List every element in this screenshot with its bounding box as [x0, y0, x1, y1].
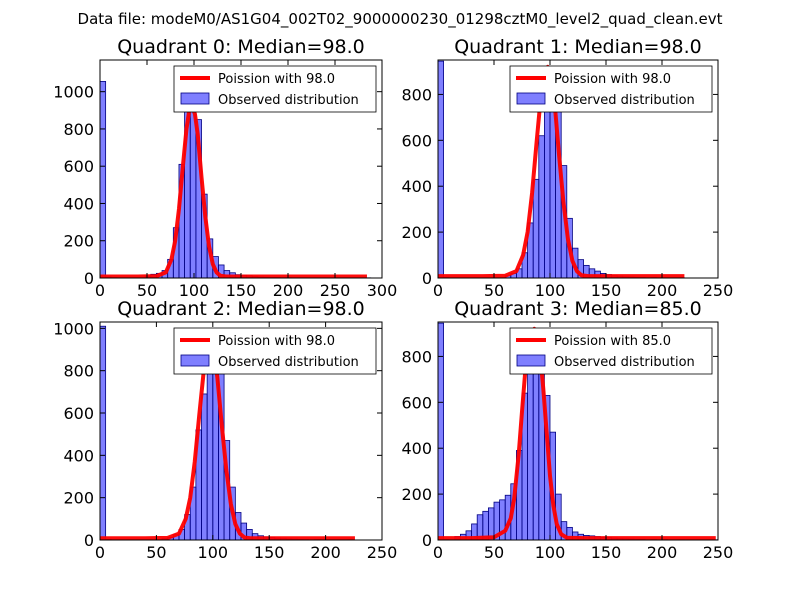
axes-frame [437, 321, 719, 541]
x-tick-label: 50 [484, 543, 504, 562]
histogram-bar [100, 81, 107, 278]
y-tick-label: 400 [63, 194, 94, 213]
histogram-bar [527, 358, 534, 540]
y-tick-label: 200 [401, 485, 432, 504]
legend: Poission with 98.0 Observed distribution [509, 65, 713, 113]
x-tick-label: 200 [273, 281, 304, 300]
y-tick-label: 800 [63, 120, 94, 139]
axes-frame [99, 321, 383, 541]
legend-label-observed: Observed distribution [218, 355, 359, 370]
legend-label-poisson: Poission with 98.0 [554, 72, 671, 87]
legend-bar-swatch [180, 354, 210, 367]
x-tick-label: 100 [179, 281, 210, 300]
subplot-quadrant-3: 0 50 100 150 200 250 0 200 400 600 800 Quadrant 3: … [401, 298, 733, 562]
subplot-quadrant-1: 0 50 100 150 200 250 0 200 400 600 800 Quadrant 1: … [401, 36, 733, 300]
legend-bar-swatch [180, 92, 210, 105]
histogram-bar [438, 322, 444, 540]
axes-frame [437, 59, 719, 279]
poisson-curve [100, 104, 367, 278]
x-tick-label: 100 [535, 281, 566, 300]
x-tick-label: 250 [320, 281, 351, 300]
y-tick-label: 600 [401, 393, 432, 412]
x-tick-label: 250 [367, 543, 398, 562]
subplot-title: Quadrant 0: Median=98.0 [117, 36, 365, 58]
y-tick-label: 400 [401, 177, 432, 196]
x-tick-label: 50 [137, 281, 157, 300]
histogram-bar [201, 393, 208, 540]
y-tick-label: 200 [63, 489, 94, 508]
y-tick-label: 600 [63, 157, 94, 176]
legend-label-observed: Observed distribution [554, 355, 695, 370]
subplot-quadrant-2: 0 50 100 150 200 250 0 200 400 600 800 1000 Quadrant… [53, 298, 397, 562]
y-tick-label: 800 [63, 362, 94, 381]
x-tick-label: 50 [146, 543, 166, 562]
legend-label-observed: Observed distribution [218, 93, 359, 108]
histogram-bar [438, 60, 444, 278]
histogram-bar [487, 507, 495, 540]
y-tick-label: 0 [422, 269, 432, 288]
x-tick-label: 150 [591, 281, 622, 300]
x-tick-label: 0 [433, 281, 443, 300]
y-tick-label: 600 [63, 404, 94, 423]
x-tick-label: 0 [95, 543, 105, 562]
x-tick-label: 100 [535, 543, 566, 562]
subplot-quadrant-0: 0 50 100 150 200 250 300 0 200 400 600 800 1000 Quadr… [53, 36, 397, 300]
y-tick-label: 200 [401, 223, 432, 242]
x-tick-label: 0 [433, 543, 443, 562]
histogram-bar [206, 359, 214, 540]
y-tick-label: 600 [401, 131, 432, 150]
y-tick-label: 800 [401, 347, 432, 366]
legend: Poission with 98.0 Observed distribution [173, 327, 377, 375]
x-tick-label: 250 [703, 543, 734, 562]
x-tick-label: 50 [484, 281, 504, 300]
y-tick-label: 1000 [53, 319, 94, 338]
y-tick-label: 400 [63, 446, 94, 465]
y-tick-label: 800 [401, 85, 432, 104]
x-tick-label: 250 [703, 281, 734, 300]
x-tick-label: 200 [647, 281, 678, 300]
x-tick-label: 0 [95, 281, 105, 300]
subplot-title: Quadrant 2: Median=98.0 [117, 298, 365, 320]
y-tick-label: 1000 [53, 83, 94, 102]
subplot-title: Quadrant 3: Median=85.0 [454, 298, 702, 320]
legend-bar-swatch [516, 354, 546, 367]
histogram-bar [100, 325, 107, 540]
subplot-title: Quadrant 1: Median=98.0 [454, 36, 702, 58]
legend-label-poisson: Poission with 85.0 [554, 334, 671, 349]
legend-label-poisson: Poission with 98.0 [218, 72, 335, 87]
legend-label-observed: Observed distribution [554, 93, 695, 108]
x-tick-label: 150 [254, 543, 285, 562]
x-tick-label: 200 [647, 543, 678, 562]
y-tick-label: 0 [84, 269, 94, 288]
x-tick-label: 200 [310, 543, 341, 562]
x-tick-label: 150 [591, 543, 622, 562]
y-tick-label: 400 [401, 439, 432, 458]
figure-title: Data file: modeM0/AS1G04_002T02_90000002… [78, 10, 723, 29]
legend: Poission with 98.0 Observed distribution [173, 65, 377, 113]
y-tick-label: 0 [84, 531, 94, 550]
x-tick-label: 100 [198, 543, 229, 562]
legend-bar-swatch [516, 92, 546, 105]
histogram-bar [544, 98, 551, 278]
y-tick-label: 0 [422, 531, 432, 550]
x-tick-label: 300 [367, 281, 398, 300]
histogram-bar [538, 135, 545, 278]
histogram-bar [532, 178, 540, 278]
subplot-grid: 0 50 100 150 200 250 30002004006008001000Quadr… [53, 36, 733, 562]
legend-label-poisson: Poission with 98.0 [218, 334, 335, 349]
legend: Poission with 85.0 Observed distribution [509, 327, 713, 375]
y-tick-label: 200 [63, 232, 94, 251]
x-tick-label: 150 [226, 281, 257, 300]
